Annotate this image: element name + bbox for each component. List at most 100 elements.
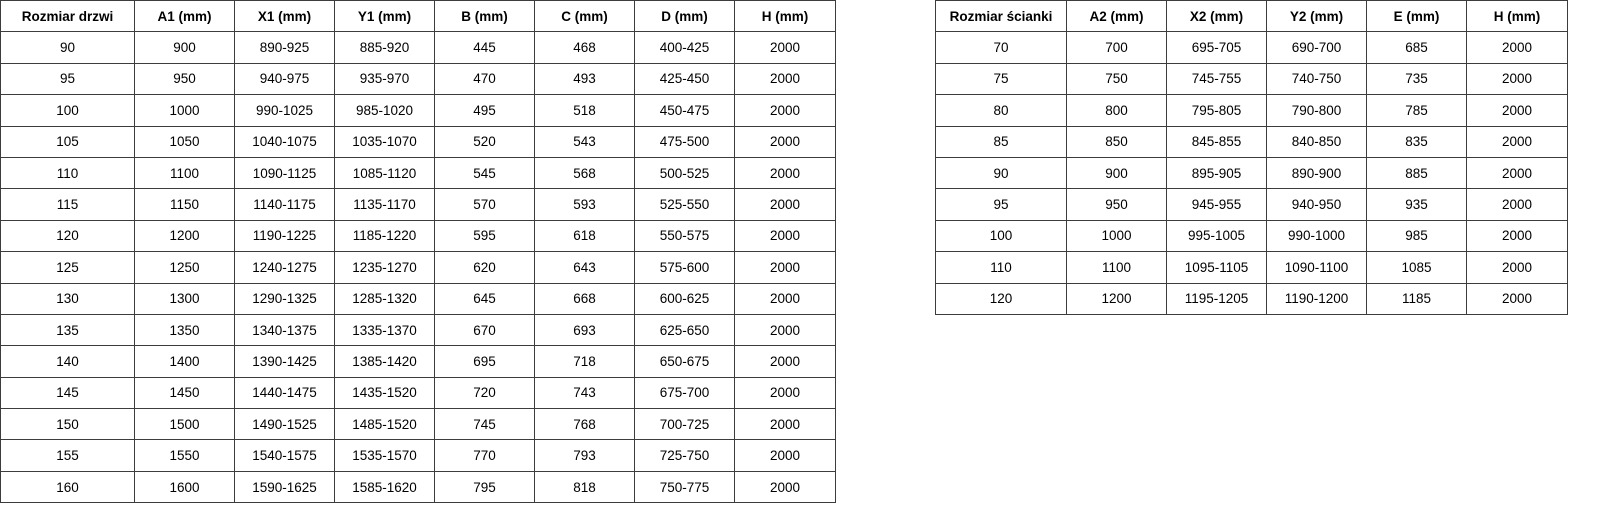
table-cell: 770: [434, 439, 535, 472]
table-row: 125 1250 1240-1275 1235-1270 620 643 575-600 20…: [0, 251, 836, 284]
table-cell: 2000: [1466, 94, 1568, 127]
table-cell: 985: [1366, 219, 1467, 253]
header-row: Rozmiar ścianki A2 (mm) X2 (mm) Y2 (mm) E (m…: [935, 0, 1568, 33]
table-cell: 570: [434, 188, 535, 221]
column-header: Y1 (mm): [334, 0, 435, 33]
table-row: 130 1300 1290-1325 1285-1320 645 668 600-625 20…: [0, 282, 836, 315]
table-cell: 1540-1575: [234, 439, 335, 472]
table-row: 90 900 890-925 885-920 445 468 400-425 2000: [0, 31, 836, 64]
table-cell: 985-1020: [334, 94, 435, 127]
table-cell: 1190-1225: [234, 219, 335, 253]
table-cell: 518: [534, 94, 635, 127]
table-cell: 650-675: [634, 345, 735, 378]
table-cell: 795: [434, 470, 535, 504]
table-cell: 750: [1066, 62, 1167, 96]
table-cell: 115: [0, 188, 135, 221]
table-cell: 90: [935, 156, 1067, 190]
table-cell: 745-755: [1166, 62, 1267, 96]
table-cell: 2000: [1466, 62, 1568, 96]
table-cell: 85: [935, 125, 1067, 158]
table-cell: 1535-1570: [334, 439, 435, 472]
table-cell: 643: [534, 251, 635, 284]
table-cell: 1390-1425: [234, 345, 335, 378]
column-header: Rozmiar ścianki: [935, 0, 1067, 33]
table-cell: 593: [534, 188, 635, 221]
table-cell: 990-1025: [234, 94, 335, 127]
table-cell: 2000: [734, 62, 836, 96]
table-cell: 120: [935, 282, 1067, 315]
table-cell: 793: [534, 439, 635, 472]
table-cell: 620: [434, 251, 535, 284]
table-cell: 935-970: [334, 62, 435, 96]
table-cell: 1290-1325: [234, 282, 335, 315]
table-cell: 1490-1525: [234, 408, 335, 441]
table-cell: 718: [534, 345, 635, 378]
table-cell: 1235-1270: [334, 251, 435, 284]
table-cell: 125: [0, 251, 135, 284]
column-header: X1 (mm): [234, 0, 335, 33]
table-row: 110 1100 1090-1125 1085-1120 545 568 500-525 20…: [0, 156, 836, 190]
table-cell: 768: [534, 408, 635, 441]
table-row: 140 1400 1390-1425 1385-1420 695 718 650-675 20…: [0, 345, 836, 378]
table-cell: 1300: [134, 282, 235, 315]
table-cell: 700: [1066, 31, 1167, 64]
table-cell: 1250: [134, 251, 235, 284]
table-cell: 1400: [134, 345, 235, 378]
table-cell: 785: [1366, 94, 1467, 127]
table-row: 80 800 795-805 790-800 785 2000: [935, 94, 1568, 127]
table-cell: 543: [534, 125, 635, 158]
table-cell: 1590-1625: [234, 470, 335, 504]
table-cell: 1195-1205: [1166, 282, 1267, 315]
table-cell: 95: [935, 188, 1067, 221]
table-row: 70 700 695-705 690-700 685 2000: [935, 31, 1568, 64]
column-header: Rozmiar drzwi: [0, 0, 135, 33]
table-cell: 2000: [1466, 282, 1568, 315]
table-cell: 935: [1366, 188, 1467, 221]
table-cell: 675-700: [634, 376, 735, 410]
table-row: 160 1600 1590-1625 1585-1620 795 818 750-775 20…: [0, 470, 836, 504]
table-cell: 500-525: [634, 156, 735, 190]
table-row: 135 1350 1340-1375 1335-1370 670 693 625-650 20…: [0, 313, 836, 347]
table-cell: 1200: [134, 219, 235, 253]
table-cell: 700-725: [634, 408, 735, 441]
table-cell: 1140-1175: [234, 188, 335, 221]
table-cell: 2000: [734, 156, 836, 190]
table-cell: 1585-1620: [334, 470, 435, 504]
table-cell: 95: [0, 62, 135, 96]
table-cell: 720: [434, 376, 535, 410]
table-cell: 618: [534, 219, 635, 253]
table-cell: 100: [0, 94, 135, 127]
table-cell: 525-550: [634, 188, 735, 221]
table-cell: 1440-1475: [234, 376, 335, 410]
column-header: C (mm): [534, 0, 635, 33]
table-cell: 945-955: [1166, 188, 1267, 221]
table-cell: 625-650: [634, 313, 735, 347]
table-cell: 1350: [134, 313, 235, 347]
table-cell: 685: [1366, 31, 1467, 64]
table-cell: 900: [134, 31, 235, 64]
table-cell: 2000: [1466, 188, 1568, 221]
table-cell: 1240-1275: [234, 251, 335, 284]
table-cell: 1285-1320: [334, 282, 435, 315]
column-header: A1 (mm): [134, 0, 235, 33]
column-header: H (mm): [734, 0, 836, 33]
table-cell: 2000: [734, 470, 836, 504]
table-cell: 550-575: [634, 219, 735, 253]
table-row: 100 1000 995-1005 990-1000 985 2000: [935, 219, 1568, 253]
table-cell: 595: [434, 219, 535, 253]
door-size-table: Rozmiar drzwi A1 (mm) X1 (mm) Y1 (mm) B (mm)…: [0, 0, 836, 504]
table-cell: 568: [534, 156, 635, 190]
table-cell: 2000: [1466, 156, 1568, 190]
table-cell: 1150: [134, 188, 235, 221]
table-cell: 1450: [134, 376, 235, 410]
table-row: 110 1100 1095-1105 1090-1100 1085 2000: [935, 251, 1568, 284]
table-cell: 2000: [1466, 251, 1568, 284]
table-cell: 845-855: [1166, 125, 1267, 158]
table-cell: 520: [434, 125, 535, 158]
table-cell: 135: [0, 313, 135, 347]
table-cell: 155: [0, 439, 135, 472]
table-cell: 90: [0, 31, 135, 64]
table-row: 100 1000 990-1025 985-1020 495 518 450-475 2000: [0, 94, 836, 127]
table-cell: 1385-1420: [334, 345, 435, 378]
table-cell: 1085-1120: [334, 156, 435, 190]
